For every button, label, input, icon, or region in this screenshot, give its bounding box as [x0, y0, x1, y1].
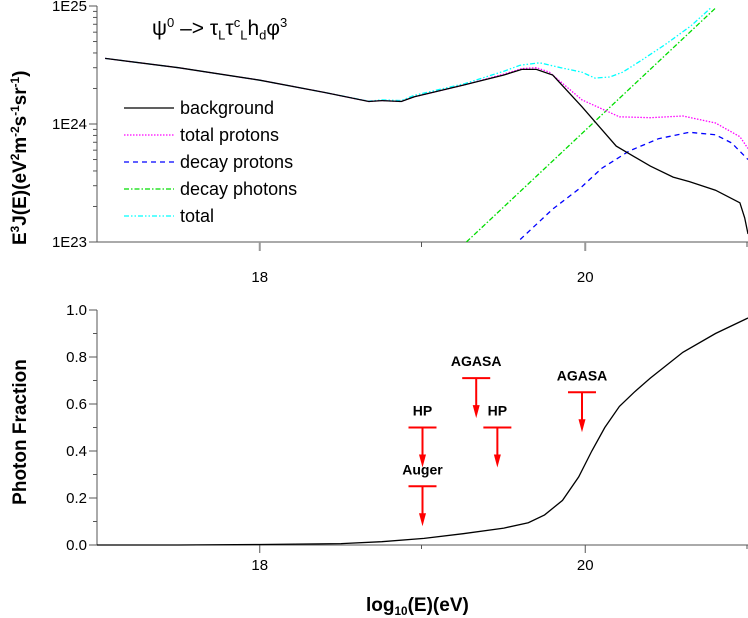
- plot-title-part: c: [234, 15, 241, 30]
- x-axis-label-part: log: [366, 595, 395, 616]
- plot-title: ψ0 –> τLτcLhdφ3: [152, 15, 287, 43]
- x-tick-label: 18: [251, 557, 268, 574]
- limit-label: HP: [413, 403, 432, 419]
- plot-title-part: d: [259, 27, 266, 42]
- limit-label: Auger: [402, 461, 443, 477]
- upper-limit-hp: HP: [483, 403, 512, 468]
- series-decay-protons: [519, 131, 748, 240]
- y-axis-label-part: 3: [9, 225, 22, 232]
- x-axis-label: log10(E)(eV): [366, 595, 469, 618]
- limit-label: HP: [488, 403, 507, 419]
- y-axis-label: Photon Fraction: [10, 359, 31, 505]
- y-tick-label: 0.4: [66, 443, 87, 460]
- y-axis-label-part: s: [10, 116, 31, 127]
- legend-label: decay protons: [180, 152, 293, 172]
- plot-title-part: L: [218, 28, 225, 43]
- y-axis-label-part: -1: [9, 105, 22, 116]
- plot-title-part: 3: [280, 15, 287, 30]
- y-axis-label-part: -1: [9, 76, 22, 87]
- plot-title-part: τ: [225, 17, 234, 40]
- series-total: [105, 7, 712, 102]
- plot-title-part: φ: [266, 17, 280, 40]
- plot-title-part: ψ: [152, 17, 167, 40]
- arrow-down-icon: [472, 405, 480, 419]
- photon-fraction-panel: 0.0 0.2 0.4 0.6 0.8 1.0 18 20 HP Auger AGASA HP AGAS…: [10, 302, 748, 618]
- x-axis-label-part: 10: [395, 605, 409, 618]
- plot-title-part: 0: [167, 15, 174, 30]
- y-axis-label: E3J(E)(eV2m-2s-1sr-1): [9, 71, 31, 245]
- y-tick-label: 0.0: [66, 537, 87, 554]
- arrow-down-icon: [493, 454, 501, 468]
- upper-limit-agasa: AGASA: [557, 367, 608, 433]
- y-axis-label-part: E: [10, 232, 31, 245]
- x-tick-label: 18: [251, 269, 268, 286]
- upper-limit-agasa: AGASA: [451, 353, 502, 419]
- legend-label: total: [180, 206, 214, 226]
- series-total-protons: [105, 57, 748, 149]
- y-axis-label-part: 2: [9, 153, 22, 160]
- series-background: [105, 57, 748, 235]
- plot-title-part: –> τ: [174, 17, 219, 40]
- legend-label: background: [180, 98, 274, 118]
- x-tick-label: 20: [577, 269, 594, 286]
- y-tick-label: 1E23: [52, 234, 87, 251]
- photon-fraction-curve: [97, 317, 748, 546]
- y-tick-label: 0.8: [66, 349, 87, 366]
- y-tick-label: 0.6: [66, 396, 87, 413]
- arrow-down-icon: [578, 419, 586, 433]
- limit-label: AGASA: [557, 367, 608, 383]
- series-decay-photons: [465, 7, 716, 242]
- y-tick-label: 1.0: [66, 302, 87, 319]
- upper-limit-auger: Auger: [402, 461, 443, 527]
- y-axis-label-part: m: [10, 137, 31, 154]
- legend: background total protons decay protons deca…: [124, 98, 297, 226]
- plot-title-part: h: [247, 17, 259, 40]
- plot-title-part: L: [240, 27, 247, 42]
- legend-label: total protons: [180, 125, 279, 145]
- y-axis-label-part: sr: [10, 87, 31, 106]
- y-tick-label: 1E24: [52, 116, 87, 133]
- x-tick-label: 20: [577, 557, 594, 574]
- limit-label: AGASA: [451, 353, 502, 369]
- legend-label: decay photons: [180, 179, 297, 199]
- arrow-down-icon: [419, 513, 426, 527]
- y-axis-label-part: -2: [9, 126, 22, 137]
- y-tick-label: 1E25: [52, 0, 87, 15]
- x-axis-label-part: (E)(eV): [408, 595, 469, 616]
- y-axis-label-part: J(E)(eV: [10, 160, 31, 226]
- y-axis-label-part: ): [10, 71, 31, 77]
- upper-limit-hp: HP: [408, 403, 437, 468]
- y-tick-label: 0.2: [66, 490, 87, 507]
- arrow-down-icon: [419, 454, 426, 468]
